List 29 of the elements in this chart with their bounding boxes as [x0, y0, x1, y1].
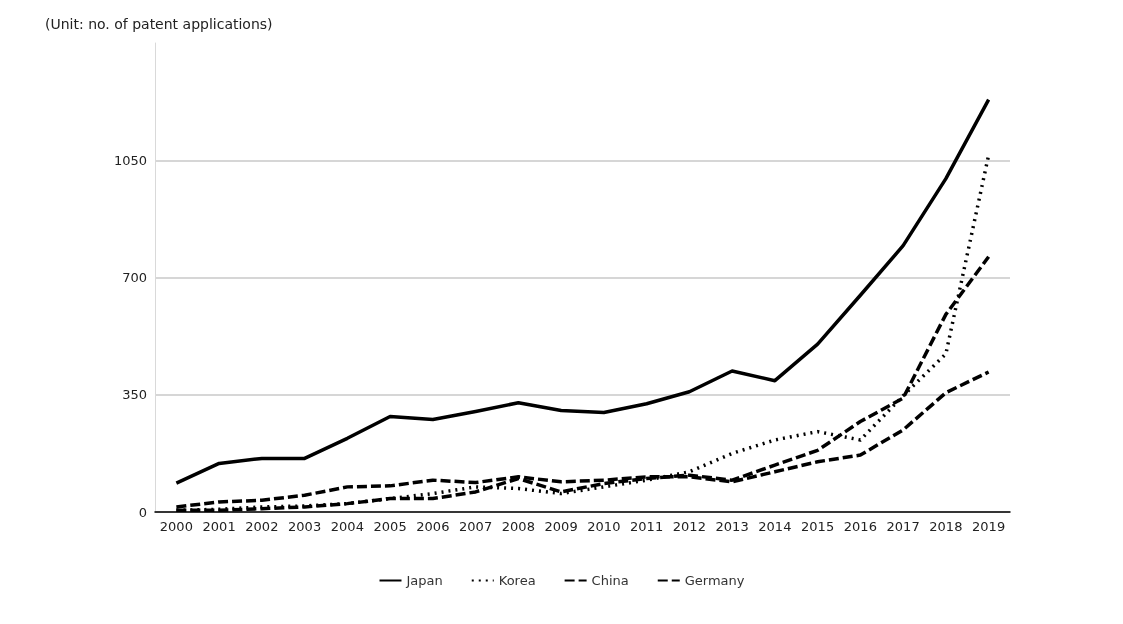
legend-label: Korea — [498, 573, 536, 588]
legend-label: China — [591, 573, 629, 588]
x-tick-label: 2012 — [672, 519, 706, 534]
x-tick-label: 2019 — [972, 519, 1006, 534]
x-tick-label: 2015 — [801, 519, 835, 534]
x-tick-label: 2017 — [886, 519, 920, 534]
legend-label: Japan — [405, 573, 443, 588]
y-tick-label: 700 — [122, 270, 147, 285]
x-tick-label: 2004 — [330, 519, 364, 534]
x-tick-label: 2001 — [202, 519, 236, 534]
x-tick-label: 2006 — [416, 519, 450, 534]
x-tick-label: 2013 — [715, 519, 749, 534]
y-tick-label: 350 — [122, 387, 147, 403]
x-tick-label: 2014 — [758, 519, 792, 534]
x-tick-label: 2007 — [459, 519, 493, 534]
x-tick-label: 2003 — [288, 519, 322, 534]
y-tick-label: 1050 — [113, 152, 147, 168]
y-tick-label: 0 — [138, 504, 147, 520]
x-tick-label: 2000 — [159, 519, 193, 534]
y-axis-title: (Unit: no. of patent applications) — [45, 16, 273, 32]
x-tick-label: 2002 — [245, 519, 279, 534]
x-tick-label: 2011 — [630, 519, 664, 534]
x-tick-label: 2018 — [929, 519, 963, 534]
legend-label: Germany — [684, 573, 745, 588]
x-tick-label: 2016 — [843, 519, 877, 534]
x-tick-label: 2005 — [373, 519, 407, 534]
x-tick-label: 2008 — [501, 519, 535, 534]
x-tick-label: 2009 — [544, 519, 578, 534]
x-tick-label: 2010 — [587, 519, 621, 534]
